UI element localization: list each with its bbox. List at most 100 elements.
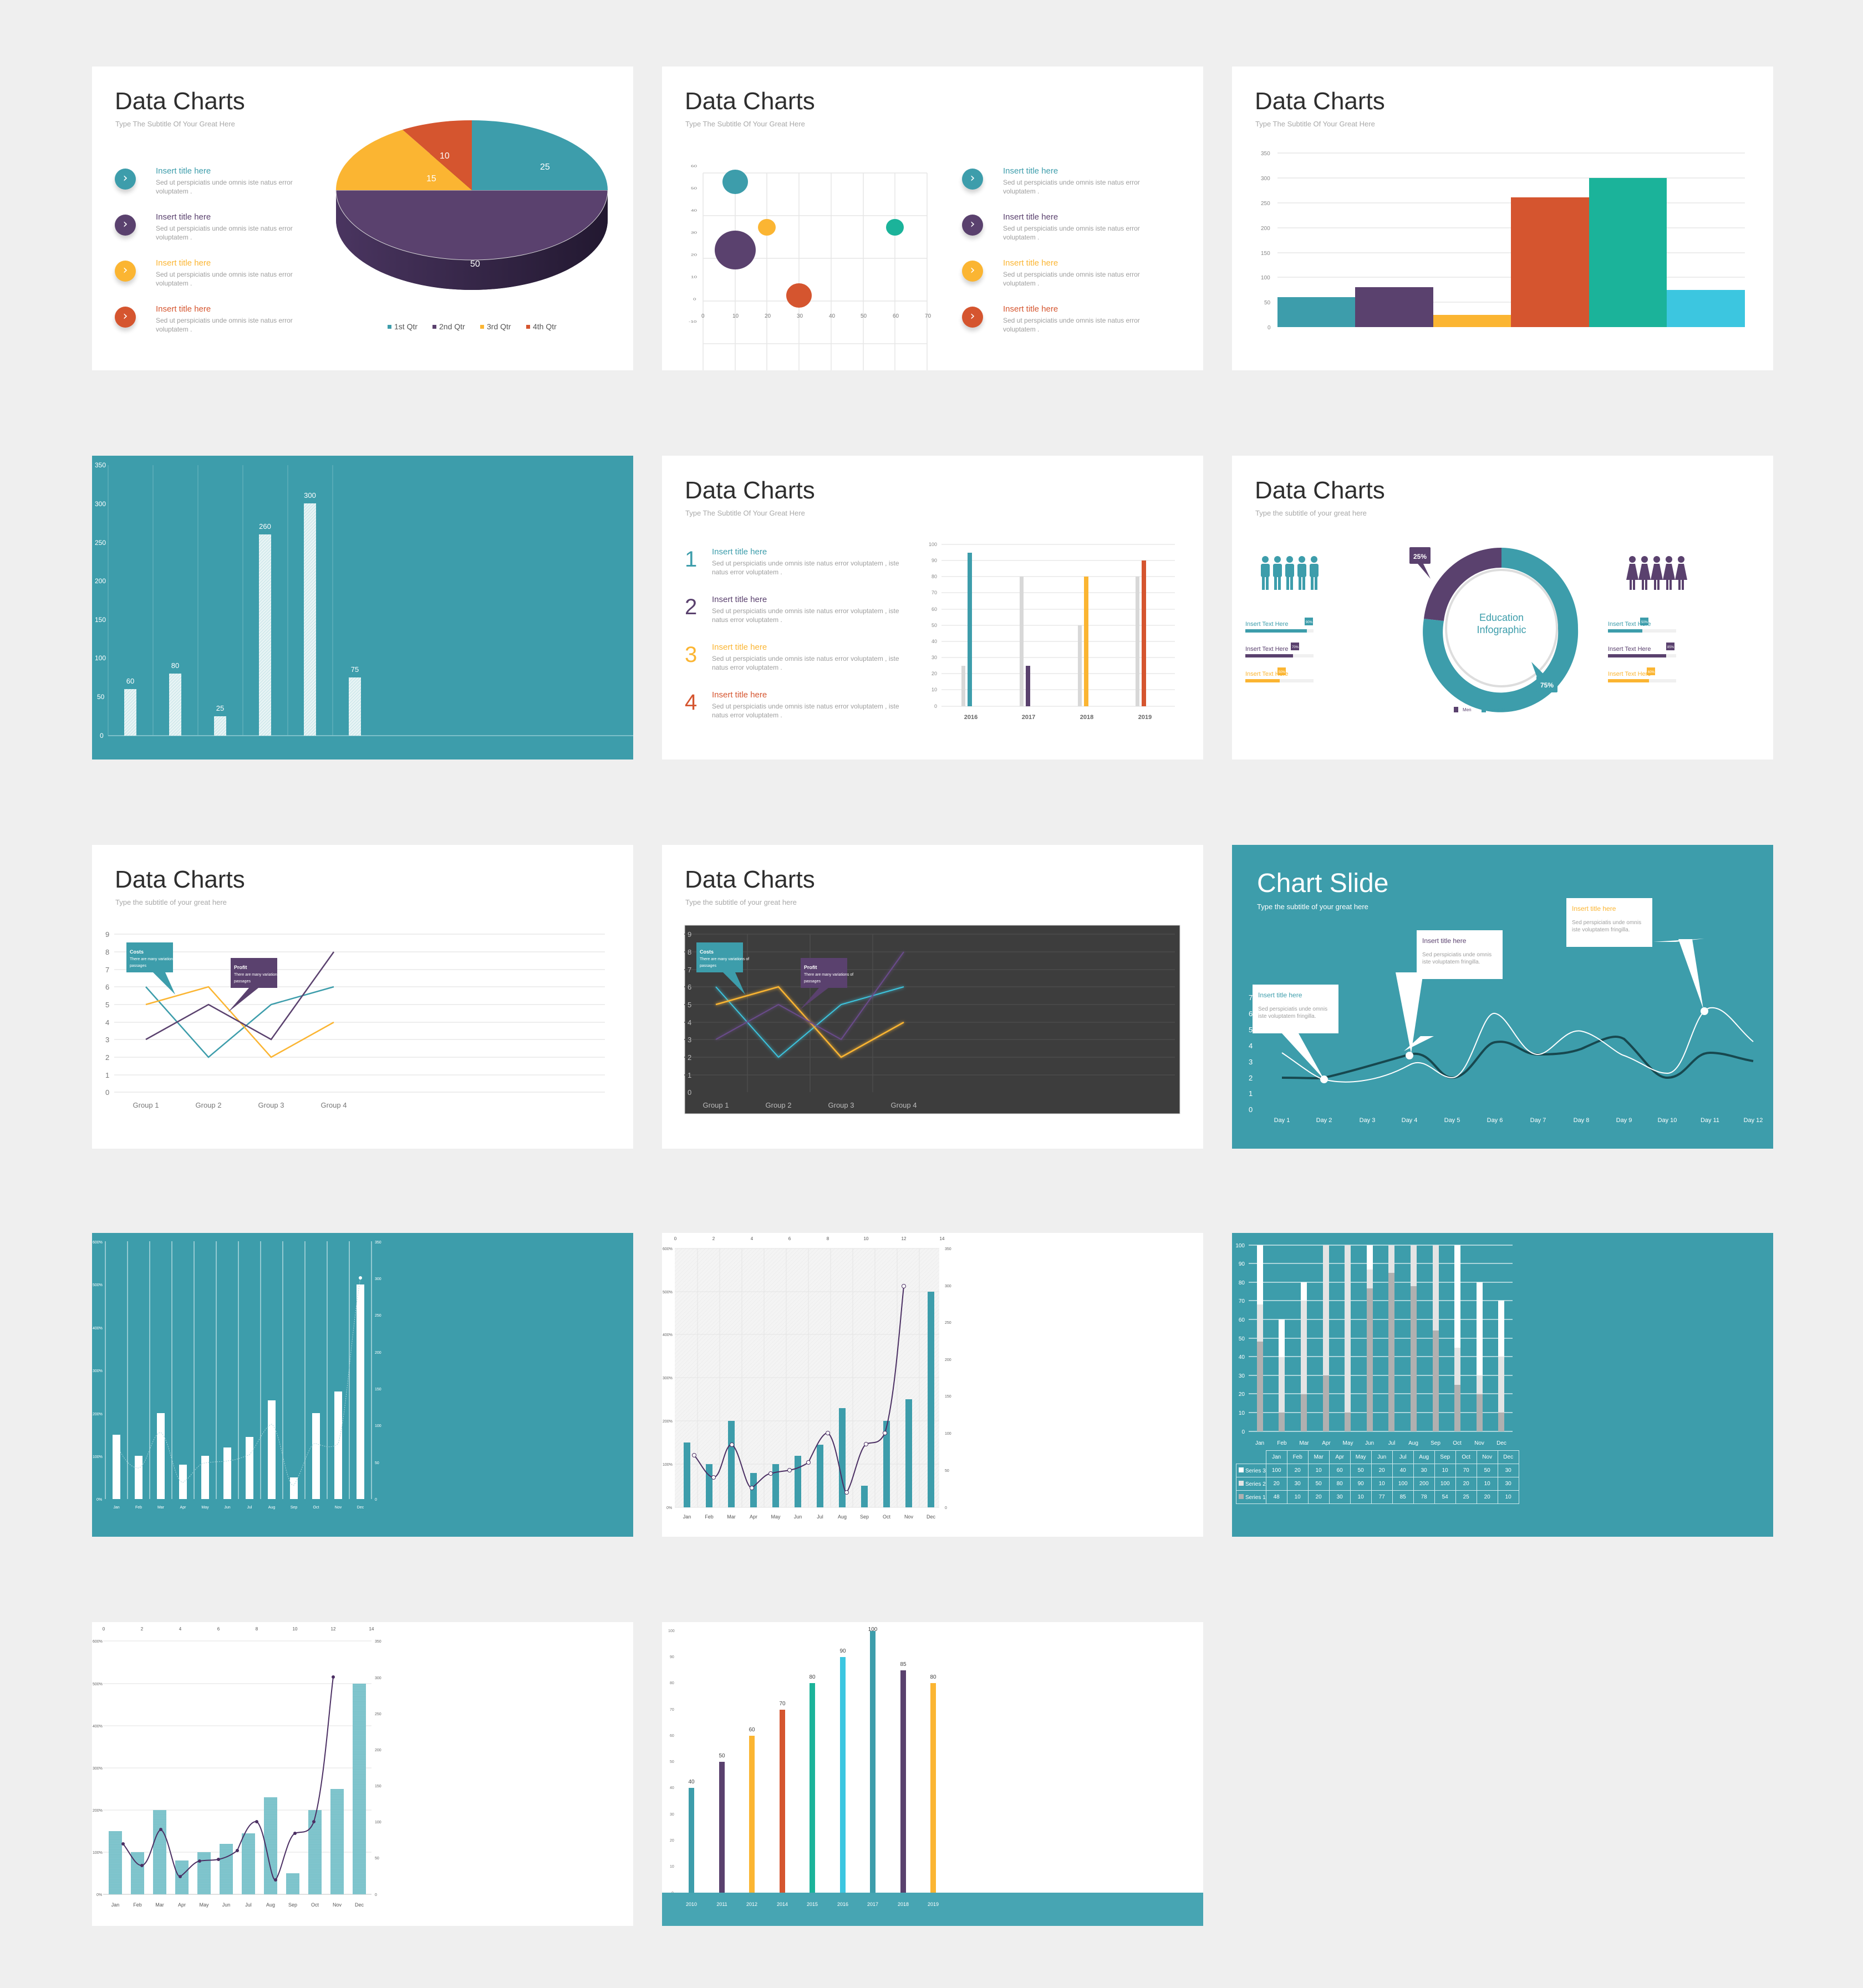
svg-text:60: 60 [932,606,937,612]
svg-text:9: 9 [688,930,691,939]
svg-text:150: 150 [375,1785,381,1788]
chevron-right-icon[interactable]: › [962,215,983,236]
svg-text:Oct: Oct [313,1506,319,1510]
svg-text:70: 70 [932,590,937,595]
svg-text:85: 85 [900,1661,907,1668]
svg-text:Feb: Feb [135,1506,142,1510]
svg-text:20: 20 [670,1839,674,1843]
dark-line [1281,1036,1754,1079]
svg-text:350: 350 [95,461,106,469]
svg-text:50: 50 [719,1753,725,1759]
svg-text:Day 3: Day 3 [1360,1117,1376,1124]
svg-text:Day 10: Day 10 [1658,1117,1677,1124]
svg-text:2018: 2018 [1080,714,1093,721]
svg-text:30: 30 [670,1813,674,1817]
svg-text:2: 2 [1249,1074,1253,1082]
svg-text:0%: 0% [666,1506,672,1510]
svg-text:0: 0 [934,704,937,709]
svg-text:Jul: Jul [817,1514,823,1520]
svg-text:0: 0 [1241,1429,1245,1435]
svg-text:50%: 50% [1279,671,1286,674]
bubble-point [722,170,748,194]
svg-text:Jun: Jun [794,1514,802,1520]
svg-text:50: 50 [861,313,867,319]
svg-text:5: 5 [105,1001,109,1009]
slide-subtitle: Type The Subtitle Of Your Great Here [115,120,235,128]
item-text: Sed ut perspiciatis unde omnis iste natu… [712,655,899,671]
chevron-right-icon[interactable]: › [962,261,983,282]
svg-text:4: 4 [688,1018,691,1027]
list-item: › Insert title here Sed ut perspiciatis … [115,212,293,251]
svg-text:Apr: Apr [180,1506,187,1510]
svg-text:Day 2: Day 2 [1316,1117,1332,1124]
chevron-right-icon[interactable]: › [115,169,136,190]
svg-text:8: 8 [827,1236,829,1241]
combo-bar-line-teal: 600% 500% 400% 300% 200% 100% 0% 350 300 250 2… [93,1241,381,1510]
chevron-right-icon[interactable]: › [962,169,983,190]
svg-text:200%: 200% [93,1413,103,1416]
svg-text:100: 100 [375,1821,381,1824]
svg-text:100: 100 [1235,1243,1245,1249]
svg-text:50: 50 [375,1857,379,1860]
svg-text:250: 250 [375,1314,381,1318]
svg-text:600%: 600% [93,1640,103,1644]
svg-text:250: 250 [945,1321,951,1325]
svg-text:70: 70 [1239,1298,1245,1304]
slide-subtitle: Type The Subtitle Of Your Great Here [685,509,805,517]
svg-text:Sep: Sep [1431,1440,1440,1446]
svg-text:350: 350 [375,1241,381,1245]
svg-text:75: 75 [351,665,359,674]
chevron-right-icon[interactable]: › [115,307,136,328]
svg-text:Aug: Aug [266,1902,275,1908]
men-percent-badge: 25% [1413,553,1427,560]
chevron-right-icon[interactable]: › [962,307,983,328]
svg-text:50: 50 [945,1469,949,1473]
list-item: 1 Insert title here Sed ut perspiciatis … [685,547,899,586]
svg-text:6: 6 [688,983,691,991]
slide-education-infographic: Data Charts Type the subtitle of your gr… [1232,456,1773,759]
svg-text:Nov: Nov [335,1506,342,1510]
svg-text:1: 1 [1249,1089,1253,1098]
bar [1667,290,1745,327]
svg-text:600%: 600% [663,1247,673,1251]
svg-text:Jan: Jan [683,1514,691,1520]
svg-text:10: 10 [293,1627,298,1632]
svg-text:100%: 100% [663,1463,673,1467]
svg-text:7: 7 [688,966,691,974]
line-chart-dark: 9 8 7 6 5 4 3 2 1 0 Group 1 Group 2 Group 3 Grou… [684,925,1180,1114]
svg-text:2: 2 [105,1053,109,1062]
svg-text:0: 0 [688,1088,691,1097]
chevron-right-icon[interactable]: › [115,215,136,236]
svg-text:20: 20 [691,253,698,257]
svg-text:Dec: Dec [927,1514,936,1520]
svg-text:Group 3: Group 3 [258,1101,284,1109]
list-item: › Insert title here Sed ut perspiciatis … [115,166,293,205]
svg-text:2015: 2015 [807,1902,818,1907]
list-item: › Insert title here Sed ut perspiciatis … [962,212,1140,251]
svg-text:10: 10 [932,687,937,692]
svg-text:70: 70 [925,313,932,319]
svg-text:100: 100 [668,1629,675,1633]
svg-text:30: 30 [932,655,937,660]
svg-text:10: 10 [732,313,739,319]
callout-profit-title: Profit [804,965,817,970]
svg-text:2014: 2014 [777,1902,788,1907]
svg-text:150: 150 [95,616,106,624]
item-text: Sed ut perspiciatis unde omnis iste natu… [1003,317,1140,333]
svg-text:2017: 2017 [867,1902,878,1907]
svg-text:9: 9 [105,930,109,939]
callout-box: Insert title here Sed perspiciatis unde … [1417,930,1503,979]
bar [1589,178,1667,327]
svg-text:250: 250 [375,1712,381,1716]
svg-text:500%: 500% [93,1683,103,1686]
stacked-bars [1257,1245,1504,1431]
svg-text:90: 90 [839,1648,846,1654]
svg-text:Apr: Apr [1322,1440,1331,1446]
svg-text:200: 200 [945,1358,951,1362]
svg-text:0: 0 [693,298,696,301]
item-title: Insert title here [1003,258,1058,268]
svg-text:Nov: Nov [333,1902,342,1908]
table-row: Series 2 20 30 50 80 90 10 100 200 100 20 10 30 [1236,1477,1519,1491]
chevron-right-icon[interactable]: › [115,261,136,282]
svg-text:2: 2 [712,1236,715,1241]
